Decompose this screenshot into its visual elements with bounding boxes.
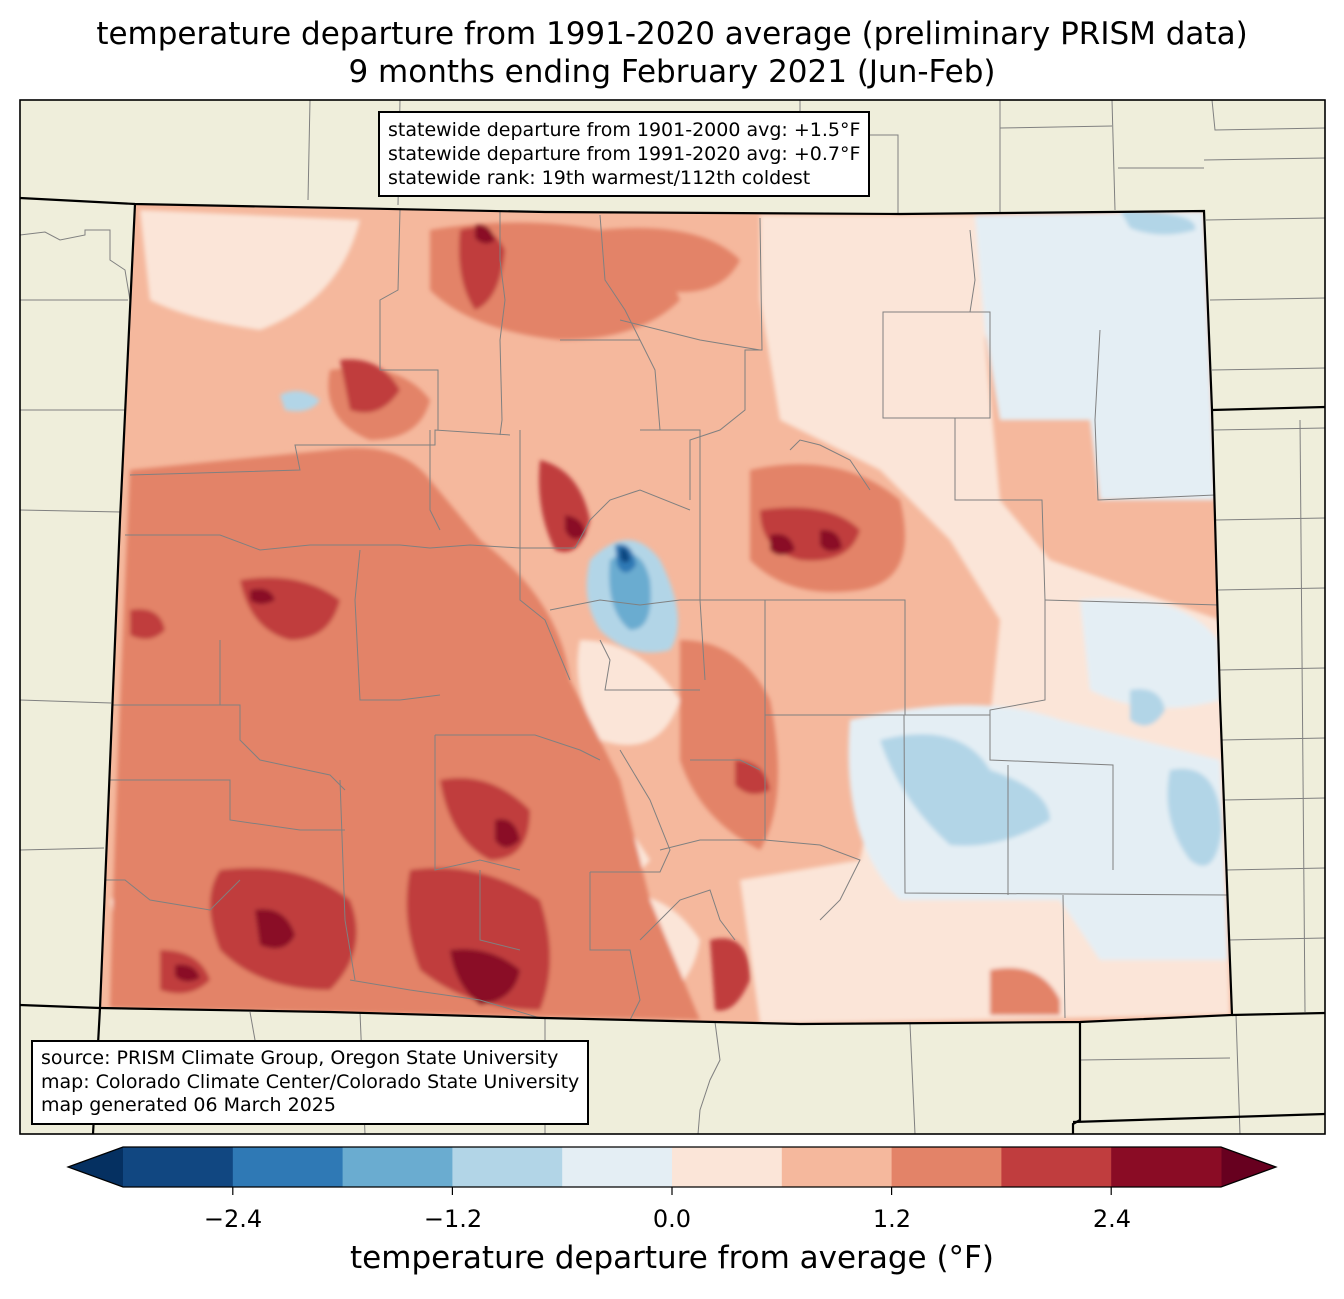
colorbar-bin [672, 1147, 783, 1187]
colorbar-tick-label: 1.2 [872, 1205, 912, 1233]
colorbar-label: temperature departure from average (°F) [350, 1240, 994, 1276]
map-title-line-2: 9 months ending February 2021 (Jun-Feb) [348, 54, 996, 90]
colorbar-tick-label: 0.0 [652, 1205, 692, 1233]
colorbar-bin [781, 1147, 893, 1187]
colorbar-bin [342, 1147, 453, 1187]
colorbar-bin [891, 1147, 1002, 1187]
colorbar-under-arrow [68, 1147, 123, 1187]
colorbar-bin [1001, 1147, 1112, 1187]
colorbar-tick-label: −2.4 [203, 1205, 263, 1233]
temperature-field [100, 204, 1232, 1024]
stats-line-1: statewide departure from 1901-2000 avg: … [388, 119, 861, 141]
colorbar-over-arrow [1221, 1147, 1276, 1187]
source-line-2: map: Colorado Climate Center/Colorado St… [41, 1070, 580, 1093]
colorbar-bin [123, 1147, 234, 1187]
colorbar-bin [452, 1147, 563, 1187]
map-title-line-1: temperature departure from 1991-2020 ave… [96, 16, 1248, 52]
colorbar-outline [66, 1146, 1278, 1188]
stats-line-2: statewide departure from 1991-2020 avg: … [388, 143, 861, 165]
source-line-1: source: PRISM Climate Group, Oregon Stat… [41, 1047, 559, 1069]
colorbar-tick-label: 2.4 [1092, 1205, 1132, 1233]
colorbar-bin [1111, 1147, 1222, 1187]
colorbar-tick-label: −1.2 [423, 1205, 483, 1233]
map-frame [19, 99, 1326, 1135]
stats-line-3: statewide rank: 19th warmest/112th colde… [388, 167, 811, 189]
colorbar-bin [562, 1147, 673, 1187]
source-box: source: PRISM Climate Group, Oregon Stat… [31, 1040, 590, 1125]
colorbar [66, 1146, 1278, 1195]
colorbar-bin [232, 1147, 344, 1187]
source-line-3: map generated 06 March 2025 [41, 1094, 336, 1116]
statewide-stats-box: statewide departure from 1901-2000 avg: … [378, 111, 871, 197]
county-lines [105, 209, 1229, 1021]
